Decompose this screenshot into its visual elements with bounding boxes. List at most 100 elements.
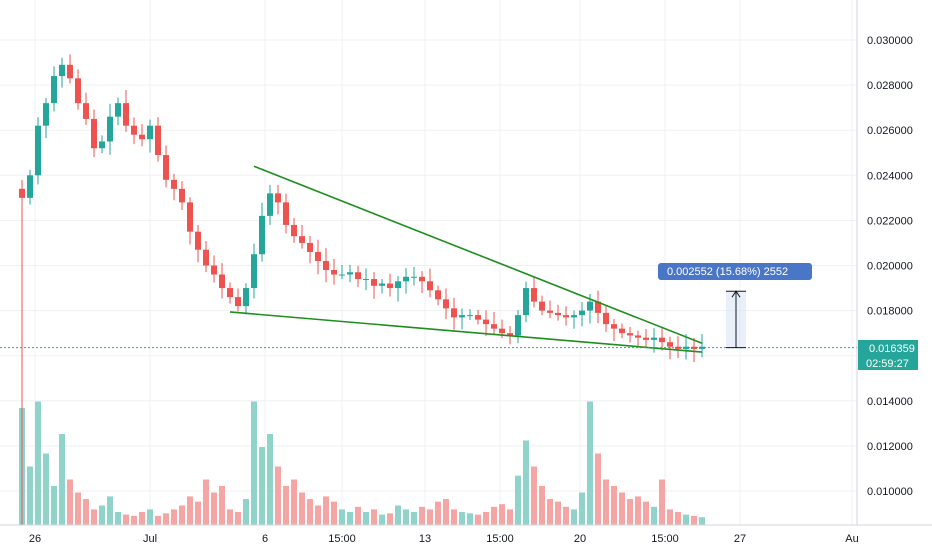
candle-body <box>355 272 361 280</box>
candle-body <box>203 249 209 266</box>
price-tick-label: 0.022000 <box>867 215 913 227</box>
candle-body <box>667 342 673 347</box>
candle-body <box>611 324 617 329</box>
volume-bar <box>651 506 657 525</box>
volume-bar <box>515 475 521 525</box>
candle-body <box>627 333 633 336</box>
candle-body <box>451 308 457 318</box>
measure-tooltip-label: 0.002552 (15.68%) 2552 <box>667 266 788 278</box>
volume-bar <box>83 499 89 525</box>
volume-bar <box>147 509 153 525</box>
volume-bar <box>307 499 313 525</box>
volume-bar <box>571 509 577 525</box>
volume-bar <box>691 515 697 525</box>
measure-arrowhead <box>731 290 741 298</box>
volume-bar <box>403 509 409 525</box>
candle-body <box>211 265 217 275</box>
candle-body <box>459 315 465 318</box>
volume-bar <box>235 512 241 525</box>
candle-body <box>411 276 417 278</box>
candle-body <box>659 337 665 343</box>
volume-bar <box>483 512 489 525</box>
volume-bar <box>275 466 281 525</box>
price-tick-label: 0.028000 <box>867 80 913 92</box>
volume-bar <box>435 501 441 525</box>
volume-bar <box>91 509 97 525</box>
time-tick-label: Au <box>845 533 858 545</box>
volume-bar <box>459 512 465 525</box>
price-tick-label: 0.014000 <box>867 396 913 408</box>
volume-bar <box>451 509 457 525</box>
volume-bar <box>643 501 649 525</box>
volume-bar <box>35 401 41 525</box>
candle-body <box>379 283 385 286</box>
candle-body <box>235 297 241 307</box>
volume-bar <box>179 505 185 525</box>
candle-body <box>43 103 49 126</box>
time-axis[interactable]: 26 Jul 6 15:00 13 15:00 20 15:00 27 Au <box>29 533 859 545</box>
volume-bar <box>523 440 529 525</box>
volume-bar <box>467 513 473 525</box>
time-tick-label: 13 <box>419 533 431 545</box>
candle-body <box>523 288 529 316</box>
volume-bar <box>171 509 177 525</box>
time-tick-label: 26 <box>29 533 41 545</box>
candle-body <box>35 125 41 176</box>
price-tick-label: 0.024000 <box>867 170 913 182</box>
volume-bar <box>683 514 689 525</box>
time-tick-label: 15:00 <box>328 533 356 545</box>
volume-bar <box>251 401 257 525</box>
lower-trendline[interactable] <box>229 311 703 353</box>
candle-body <box>227 288 233 298</box>
candle-body <box>547 310 553 313</box>
upper-trendline[interactable] <box>253 165 703 345</box>
candle-body <box>307 242 313 252</box>
price-tick-label: 0.018000 <box>867 306 913 318</box>
price-tick-label: 0.030000 <box>867 35 913 47</box>
candle-body <box>571 315 577 318</box>
candle-body <box>435 290 441 300</box>
grid <box>0 0 857 525</box>
volume-bar <box>347 512 353 525</box>
candle-body <box>643 337 649 340</box>
candle-body <box>331 270 337 275</box>
candle-body <box>347 272 353 275</box>
volume-bar <box>123 514 129 525</box>
volume-bar <box>59 434 65 525</box>
drawing-layer[interactable] <box>0 165 857 353</box>
price-tick-label: 0.012000 <box>867 441 913 453</box>
candle-body <box>291 224 297 237</box>
candle-body <box>635 335 641 338</box>
candle-body <box>315 251 321 261</box>
candle-body <box>419 276 425 282</box>
candles <box>19 54 705 525</box>
volume-bar <box>411 512 417 525</box>
volume-bar <box>507 509 513 525</box>
candle-body <box>99 141 105 149</box>
candle-body <box>579 310 585 316</box>
candle-body <box>587 301 593 311</box>
volume-bar <box>323 496 329 525</box>
last-price-label: 0.016359 <box>869 343 915 355</box>
candle-body <box>563 315 569 318</box>
volume-bar <box>299 492 305 525</box>
volume-bar <box>203 479 209 525</box>
candle-body <box>555 312 561 316</box>
price-tick-label: 0.026000 <box>867 125 913 137</box>
countdown-label: 02:59:27 <box>866 358 909 370</box>
candle-body <box>219 274 225 289</box>
candle-body <box>51 76 57 104</box>
volume-bar <box>107 496 113 525</box>
volume-bar <box>491 506 497 525</box>
candle-body <box>595 301 601 313</box>
time-tick-label: 15:00 <box>651 533 679 545</box>
volume-bar <box>155 515 161 525</box>
volume-bar <box>539 486 545 525</box>
candle-body <box>387 283 393 289</box>
volume-bar <box>291 479 297 525</box>
volume-bar <box>427 509 433 525</box>
candle-body <box>443 299 449 309</box>
volume-bar <box>187 496 193 525</box>
volume-bar <box>43 453 49 525</box>
